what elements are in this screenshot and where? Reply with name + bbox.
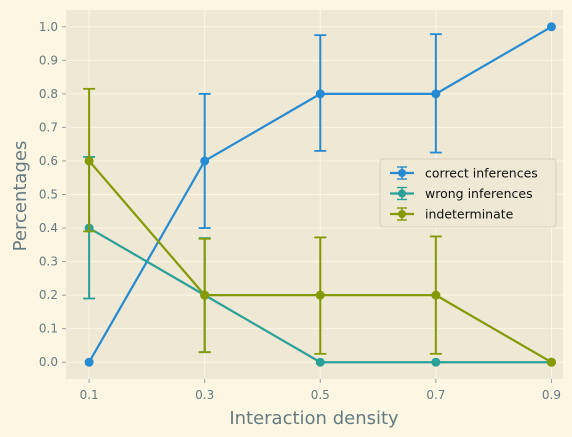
legend-entry: indeterminate xyxy=(390,207,514,222)
y-tick-label: 0.1 xyxy=(39,322,58,336)
data-point xyxy=(84,357,94,367)
series-indeterminate xyxy=(83,87,556,367)
data-point xyxy=(200,156,210,166)
x-tick-label: 0.9 xyxy=(542,388,561,402)
legend-entry: wrong inferences xyxy=(390,186,533,201)
y-tick-label: 0.3 xyxy=(39,255,58,269)
data-point xyxy=(431,357,441,367)
legend-label: wrong inferences xyxy=(425,186,533,201)
series-correct-inferences xyxy=(84,22,556,367)
y-tick-label: 0.6 xyxy=(39,154,58,168)
data-point xyxy=(431,290,441,300)
y-axis-ticks: 0.0 0.1 0.2 0.3 0.4 0.5 0.6 0.7 0.8 0.9 1.0 xyxy=(39,20,66,369)
x-axis-label: Interaction density xyxy=(229,408,399,429)
x-tick-label: 0.5 xyxy=(311,388,330,402)
x-tick-label: 0.3 xyxy=(195,388,214,402)
data-point xyxy=(200,290,210,300)
data-point xyxy=(84,156,94,166)
data-point xyxy=(315,89,325,99)
x-tick-label: 0.7 xyxy=(426,388,445,402)
y-axis-label: Percentages xyxy=(10,141,31,252)
legend-marker xyxy=(398,210,406,218)
legend-marker xyxy=(398,169,406,177)
legend-marker xyxy=(398,189,406,198)
data-point xyxy=(546,357,556,367)
data-point xyxy=(431,89,441,99)
y-tick-label: 0.9 xyxy=(39,53,58,67)
data-point xyxy=(546,22,556,32)
legend-label: correct inferences xyxy=(425,166,538,181)
data-point xyxy=(315,357,325,367)
y-tick-label: 0.7 xyxy=(39,120,58,134)
series-group xyxy=(83,22,556,367)
x-tick-label: 0.1 xyxy=(80,388,99,402)
y-tick-label: 1.0 xyxy=(39,20,58,34)
y-tick-label: 0.0 xyxy=(39,355,58,369)
y-tick-label: 0.5 xyxy=(39,188,58,202)
legend-box xyxy=(379,158,557,228)
y-tick-label: 0.8 xyxy=(39,87,58,101)
x-axis-ticks: 0.1 0.3 0.5 0.7 0.9 xyxy=(80,379,561,402)
legend-label: indeterminate xyxy=(425,207,514,222)
legend: correct inferences wrong inferences indete… xyxy=(379,158,557,228)
data-point xyxy=(315,290,325,300)
legend-entry: correct inferences xyxy=(390,166,538,181)
y-tick-label: 0.2 xyxy=(39,288,58,302)
y-tick-label: 0.4 xyxy=(39,221,58,235)
